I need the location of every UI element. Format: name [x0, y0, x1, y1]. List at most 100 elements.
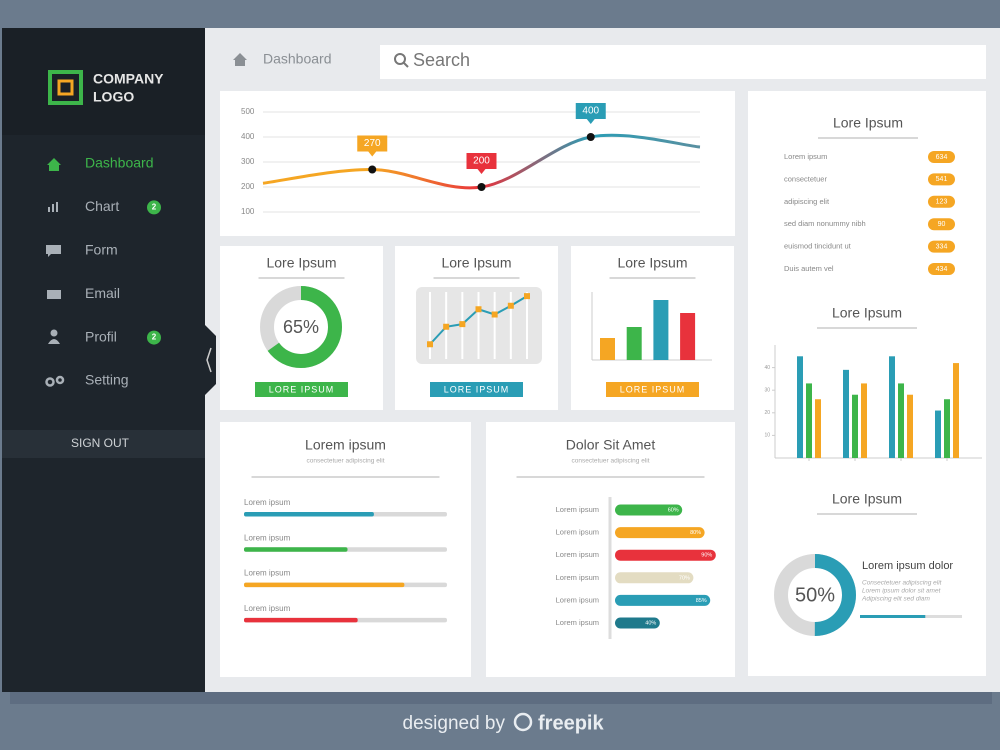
value-label: 70% — [679, 575, 690, 581]
icon-search — [403, 62, 409, 68]
bar — [615, 572, 694, 584]
bar — [653, 300, 669, 360]
icon-search — [394, 53, 406, 65]
list-value: 434 — [936, 266, 948, 273]
card-button[interactable] — [606, 382, 699, 397]
value-tag-pointer — [586, 119, 595, 124]
bar — [615, 504, 683, 516]
shadow — [10, 692, 992, 704]
nav-label[interactable]: Email — [85, 285, 120, 301]
marker — [491, 311, 498, 318]
card-button[interactable] — [255, 382, 348, 397]
donut-label: 65% — [283, 317, 319, 337]
donut-label: 50% — [795, 584, 835, 606]
bar-label: Lorem ipsum — [556, 595, 599, 604]
y-tick-label: 20 — [764, 410, 770, 416]
bar — [806, 383, 812, 458]
card-button[interactable] — [430, 382, 523, 397]
breadcrumb: Dashboard — [263, 51, 332, 67]
icon-chart — [48, 202, 58, 212]
bar — [680, 313, 696, 360]
value-label: 85% — [696, 598, 707, 604]
icon-form — [46, 245, 61, 257]
card-title: Lore Ipsum — [441, 255, 511, 271]
marker — [586, 133, 595, 141]
list-pill — [928, 263, 955, 275]
value-tag-pointer — [368, 151, 377, 157]
footer-icon — [513, 712, 533, 732]
card-title: Lore Ipsum — [832, 491, 902, 507]
y-tick-label: 400 — [241, 132, 255, 141]
list-value: 541 — [936, 176, 948, 183]
marker — [459, 321, 466, 328]
value-label: 200 — [473, 156, 490, 167]
icon-home — [233, 53, 247, 66]
progress-fill — [244, 617, 358, 623]
search-box[interactable] — [380, 45, 986, 79]
card-subtitle: consectetuer adipiscing elit — [306, 458, 384, 465]
card-title: Lore Ipsum — [617, 255, 687, 271]
y-tick-label: 40 — [764, 365, 770, 371]
bar — [615, 617, 660, 629]
card-title: Lore Ipsum — [266, 255, 336, 271]
bar — [944, 399, 950, 458]
logo-mark — [48, 70, 83, 105]
icon-home — [47, 158, 61, 171]
card-button-label: LORE IPSUM — [444, 384, 510, 394]
marker — [443, 323, 450, 330]
nav-badge — [147, 330, 161, 345]
bar — [626, 327, 642, 360]
donut-heading: Lorem ipsum dolor — [862, 560, 953, 572]
collapse-tab[interactable] — [205, 325, 216, 395]
logo-text: LOGO — [93, 89, 134, 105]
search-placeholder: Search — [413, 50, 470, 70]
bar — [615, 594, 711, 606]
logo-mark — [57, 79, 74, 96]
nav-label[interactable]: Setting — [85, 372, 129, 388]
value-label: 270 — [364, 138, 381, 149]
value-tag — [357, 135, 388, 152]
bar-label: Lorem ipsum — [556, 550, 599, 559]
nav-label[interactable]: Form — [85, 242, 118, 258]
progress-label: Lorem ipsum — [244, 604, 291, 613]
sign-out-band — [2, 430, 205, 458]
logo-text: COMPANY — [93, 71, 164, 87]
marker — [475, 306, 482, 313]
nav-label[interactable]: Profil — [85, 328, 117, 344]
bar — [852, 394, 858, 458]
card-title: Lorem ipsum — [305, 437, 386, 453]
value-label: 80% — [690, 530, 701, 536]
sign-out[interactable]: SIGN OUT — [71, 436, 130, 450]
marker — [477, 183, 486, 191]
donut-text: Lorem ipsum dolor sit amet — [862, 588, 942, 595]
donut-arc — [774, 554, 856, 636]
bar — [935, 410, 941, 458]
bar — [600, 338, 615, 360]
bar — [615, 527, 705, 539]
bar-label: Lorem ipsum — [556, 573, 599, 582]
bar — [797, 356, 803, 458]
bar-label: Lorem ipsum — [556, 618, 599, 627]
list-value: 90 — [938, 221, 946, 228]
card-title: Lore Ipsum — [833, 115, 903, 131]
nav-label[interactable]: Dashboard — [85, 155, 154, 171]
logo-area — [2, 28, 205, 135]
bar — [861, 383, 867, 458]
list-label: Lorem ipsum — [784, 152, 827, 161]
progress-fill — [244, 547, 348, 552]
y-tick-label: 200 — [241, 182, 255, 191]
list-pill — [928, 173, 955, 186]
bar — [815, 399, 821, 458]
list-label: Duis autem vel — [784, 264, 834, 273]
progress-label: Lorem ipsum — [244, 569, 291, 578]
chevron — [206, 347, 212, 373]
nav-badge-count: 2 — [152, 333, 157, 342]
marker — [427, 341, 433, 348]
list-label: adipiscing elit — [784, 197, 830, 206]
nav-label[interactable]: Chart — [85, 198, 119, 214]
y-tick-label: 10 — [764, 433, 770, 439]
icon-setting — [45, 375, 65, 387]
list-value: 123 — [936, 199, 948, 206]
progress-label: Lorem ipsum — [244, 533, 291, 542]
value-tag-pointer — [477, 169, 486, 174]
